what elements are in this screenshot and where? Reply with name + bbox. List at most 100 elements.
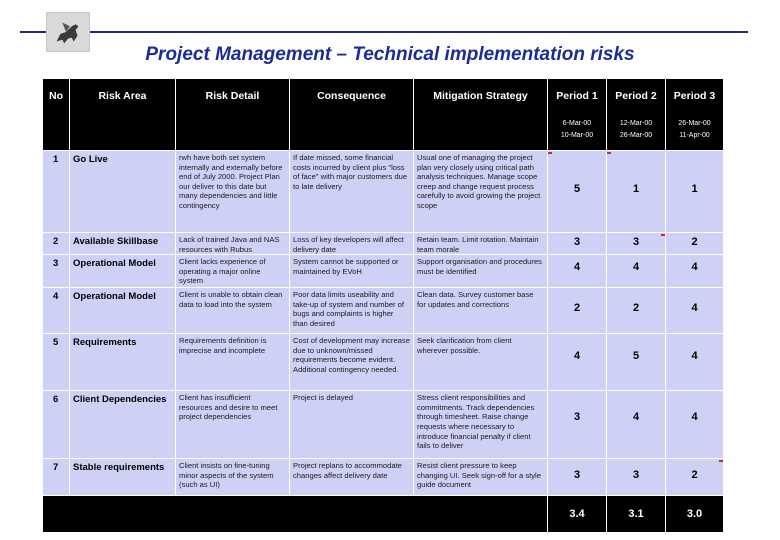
risk-score: 3 xyxy=(606,231,666,256)
period-end-date: 11-Apr-00 xyxy=(679,132,710,140)
score-value: 4 xyxy=(691,302,698,315)
table-row: 7 Stable requirements Client insists on … xyxy=(42,458,724,497)
period-label: Period 2 xyxy=(615,90,657,102)
period-2-total: 3.1 xyxy=(606,495,666,534)
score-value: 3 xyxy=(632,469,640,482)
risk-score: 5 xyxy=(606,333,666,392)
risk-consequence: System cannot be supported or maintained… xyxy=(289,254,414,289)
score-value: 4 xyxy=(573,350,581,363)
risk-score: 4 xyxy=(665,333,724,392)
pegasus-logo-icon xyxy=(56,22,79,44)
risk-mitigation: Retain team. Limit rotation. Maintain te… xyxy=(413,231,548,256)
period-end-date: 10-Mar-00 xyxy=(560,132,594,140)
risk-consequence: Poor data limits useability and take-up … xyxy=(289,287,414,335)
column-header-no: No xyxy=(42,78,70,151)
risk-number: 4 xyxy=(42,287,70,335)
score-value: 2 xyxy=(573,302,581,315)
risk-consequence: Project is delayed xyxy=(289,390,414,460)
risk-score: 4 xyxy=(547,333,607,392)
header-row: No Risk Area Risk Detail Consequence Mit… xyxy=(42,78,724,151)
period-start-date: 12-Mar-00 xyxy=(619,120,653,127)
risk-area: Go Live xyxy=(69,150,176,233)
score-value: 5 xyxy=(632,350,640,363)
risk-consequence: Loss of key developers will affect deliv… xyxy=(289,231,414,256)
risk-detail: Client is unable to obtain clean data to… xyxy=(175,287,290,335)
risk-detail: Client insists on fine-tuning minor aspe… xyxy=(175,458,290,497)
score-value: 4 xyxy=(632,261,640,274)
score-value: 5 xyxy=(573,183,581,195)
table-row: 2 Available Skillbase Lack of trained Ja… xyxy=(42,231,724,256)
score-value: 2 xyxy=(632,302,640,315)
risk-mitigation: Usual one of managing the project plan v… xyxy=(413,150,548,233)
risk-consequence: If date missed, some financial costs inc… xyxy=(289,150,414,233)
score-value: 2 xyxy=(691,469,698,482)
risk-consequence: Cost of development may increase due to … xyxy=(289,333,414,392)
risk-score: 4 xyxy=(606,390,666,460)
risk-score: 2 xyxy=(606,287,666,335)
risk-mitigation: Resist client pressure to keep changing … xyxy=(413,458,548,497)
risk-mitigation: Stress client responsibilities and commi… xyxy=(413,390,548,460)
score-value: 3 xyxy=(573,236,581,248)
period-dates: 6-Mar-00 10-Mar-00 xyxy=(549,118,606,143)
risk-number: 7 xyxy=(42,458,70,497)
risk-score: 3 xyxy=(547,231,607,256)
risk-area: Client Dependencies xyxy=(69,390,176,460)
risk-score: 1 xyxy=(665,150,724,233)
risk-detail: Requirements definition is imprecise and… xyxy=(175,333,290,392)
score-value: 3 xyxy=(632,236,640,248)
change-marker xyxy=(548,152,552,154)
period-start-date: 6-Mar-00 xyxy=(562,120,592,127)
risk-detail: Client has insufficient resources and de… xyxy=(175,390,290,460)
risk-mitigation: Support organisation and procedures must… xyxy=(413,254,548,289)
risk-score: 4 xyxy=(606,254,666,289)
score-value: 4 xyxy=(573,261,581,274)
risk-consequence: Project replans to accommodate changes a… xyxy=(289,458,414,497)
risk-number: 6 xyxy=(42,390,70,460)
column-header-period-2: Period 2 12-Mar-00 26-Mar-00 xyxy=(606,78,666,151)
risk-score: 2 xyxy=(665,231,724,256)
risk-area: Available Skillbase xyxy=(69,231,176,256)
risk-number: 1 xyxy=(42,150,70,233)
column-header-risk-area: Risk Area xyxy=(69,78,176,151)
risk-number: 5 xyxy=(42,333,70,392)
table-row: 5 Requirements Requirements definition i… xyxy=(42,333,724,392)
risk-score: 2 xyxy=(665,458,724,497)
risk-score: 3 xyxy=(547,390,607,460)
risk-score: 2 xyxy=(547,287,607,335)
risk-mitigation: Clean data. Survey customer base for upd… xyxy=(413,287,548,335)
column-header-period-3: Period 3 26-Mar-00 11-Apr-00 xyxy=(665,78,724,151)
period-end-date: 26-Mar-00 xyxy=(619,132,653,140)
risk-score: 5 xyxy=(547,150,607,233)
risk-area: Operational Model xyxy=(69,287,176,335)
period-label: Period 1 xyxy=(556,90,598,102)
table-row: 6 Client Dependencies Client has insuffi… xyxy=(42,390,724,460)
change-marker xyxy=(607,152,611,154)
header-rule-right xyxy=(90,31,748,33)
change-marker xyxy=(719,460,723,463)
change-marker xyxy=(661,234,665,236)
table-row: 3 Operational Model Client lacks experie… xyxy=(42,254,724,289)
risk-detail: rwh have both set system internally and … xyxy=(175,150,290,233)
risk-number: 3 xyxy=(42,254,70,289)
risk-table: No Risk Area Risk Detail Consequence Mit… xyxy=(42,78,724,534)
risk-score: 3 xyxy=(606,458,666,497)
score-value: 4 xyxy=(691,411,698,424)
risk-score: 4 xyxy=(665,390,724,460)
risk-detail: Lack of trained Java and NAS resources w… xyxy=(175,231,290,256)
column-header-risk-detail: Risk Detail xyxy=(175,78,290,151)
totals-label-blank xyxy=(42,495,548,534)
totals-row: 3.4 3.1 3.0 xyxy=(42,495,724,534)
score-value: 3 xyxy=(573,411,581,424)
risk-detail: Client lacks experience of operating a m… xyxy=(175,254,290,289)
risk-score: 4 xyxy=(665,287,724,335)
column-header-mitigation: Mitigation Strategy xyxy=(413,78,548,151)
column-header-consequence: Consequence xyxy=(289,78,414,151)
risk-mitigation: Seek clarification from client wherever … xyxy=(413,333,548,392)
period-label: Period 3 xyxy=(673,90,716,102)
period-1-total: 3.4 xyxy=(547,495,607,534)
column-header-period-1: Period 1 6-Mar-00 10-Mar-00 xyxy=(547,78,607,151)
score-value: 4 xyxy=(632,411,640,424)
risk-score: 1 xyxy=(606,150,666,233)
page-title: Project Management – Technical implement… xyxy=(145,44,635,65)
score-value: 3 xyxy=(573,469,581,482)
